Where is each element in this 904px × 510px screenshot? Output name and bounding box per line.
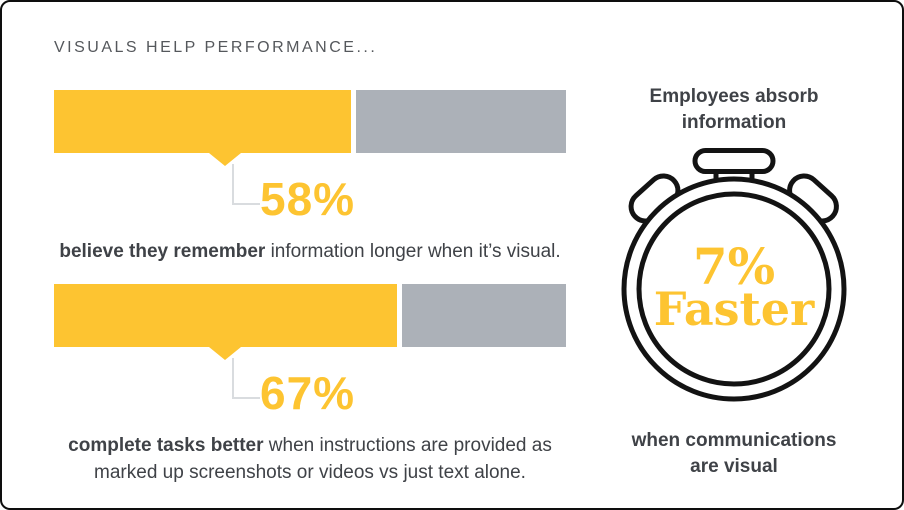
stopwatch-inner-dial [636, 191, 832, 387]
bar-track [54, 284, 566, 347]
bar-caption-tasks: complete tasks better when instructions … [54, 432, 566, 486]
stopwatch-outer-dial [621, 176, 847, 402]
section-title: VISUALS HELP PERFORMANCE... [54, 39, 378, 56]
bar-caption-remember: believe they remember information longer… [54, 238, 566, 265]
bar-fill-58 [54, 90, 351, 153]
bar-remainder [355, 90, 566, 153]
callout-triangle-icon [209, 153, 241, 166]
bar-remainder [402, 284, 566, 347]
bar-fill-67 [54, 284, 398, 347]
stopwatch-percent-text: 7% [693, 237, 775, 296]
callout-triangle-icon [209, 347, 241, 360]
percent-label-58: 58% [260, 173, 356, 225]
percent-label-67: 67% [260, 367, 356, 419]
callout-connector-line [232, 164, 260, 205]
stopwatch-footer: when communications are visual [602, 428, 866, 480]
stopwatch-section: Employees absorb information 7% Faster w… [602, 84, 866, 480]
stopwatch-crown-button [692, 148, 776, 174]
caption-bold-text: believe they remember [59, 241, 266, 262]
stopwatch-faster-text: Faster [654, 282, 815, 336]
caption-regular-text: information longer when it’s visual. [265, 241, 561, 262]
footer-line-1: when communications [631, 430, 837, 451]
callout-connector-line [232, 358, 260, 399]
bar-group-tasks: 67% complete tasks better when instructi… [54, 284, 566, 486]
bar-chart-section: VISUALS HELP PERFORMANCE... 58% believe … [54, 38, 566, 486]
heading-line-2: information [681, 112, 787, 133]
bar-group-remember: 58% believe they remember information lo… [54, 90, 566, 265]
stopwatch-icon: 7% Faster [621, 148, 847, 402]
bar-track [54, 90, 566, 153]
caption-bold-text: complete tasks better [68, 435, 264, 456]
heading-line-1: Employees absorb [649, 86, 819, 107]
footer-line-2: are visual [690, 456, 778, 477]
stopwatch-heading: Employees absorb information [602, 84, 866, 136]
caption-regular-text: when instructions are provided as marked… [94, 435, 552, 483]
